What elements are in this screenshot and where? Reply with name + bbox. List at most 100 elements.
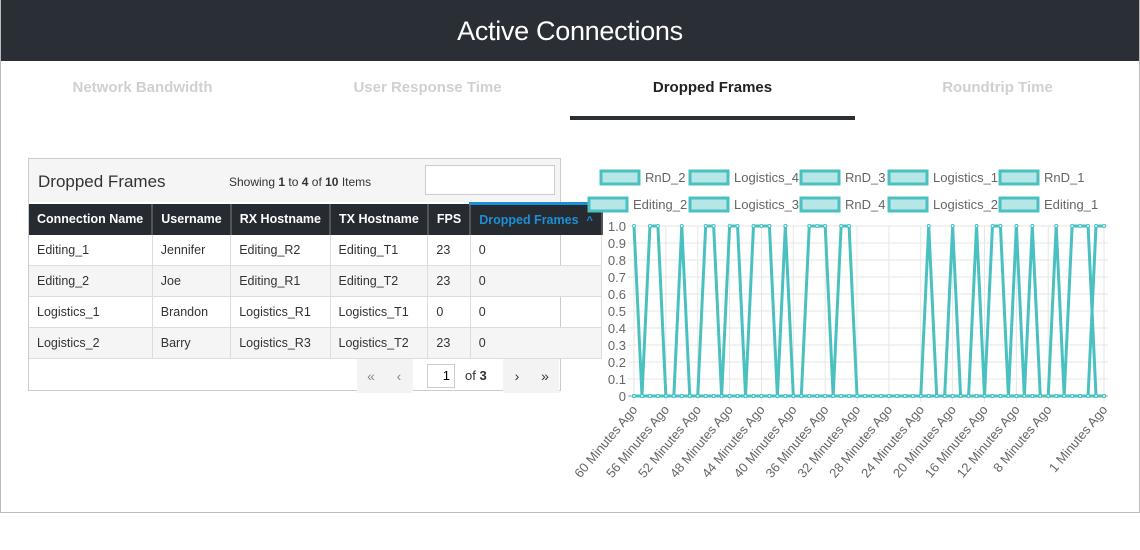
data-point — [910, 394, 915, 398]
data-point — [751, 394, 756, 398]
y-tick-label: 0.2 — [608, 355, 626, 370]
sort-ascending-icon: ^ — [586, 214, 593, 227]
legend-label: Editing_1 — [1044, 197, 1098, 212]
y-tick-label: 0.9 — [608, 236, 626, 251]
data-point — [1070, 224, 1075, 228]
data-point — [663, 394, 668, 398]
data-point — [878, 394, 883, 398]
data-point — [982, 394, 987, 398]
data-point — [942, 394, 947, 398]
prev-page-button[interactable]: ‹ — [385, 359, 413, 393]
data-point — [703, 394, 708, 398]
data-point — [743, 394, 748, 398]
legend-swatch — [799, 169, 841, 186]
data-point — [767, 224, 772, 228]
data-point — [958, 394, 963, 398]
tab-user-response-time[interactable]: User Response Time — [353, 79, 502, 96]
legend-label: Logistics_2 — [933, 197, 998, 212]
tab-network-bandwidth[interactable]: Network Bandwidth — [72, 79, 213, 96]
tab-dropped-frames[interactable]: Dropped Frames — [570, 61, 855, 120]
table-cell: Logistics_1 — [29, 296, 153, 328]
data-point — [711, 394, 716, 398]
tab-roundtrip-time[interactable]: Roundtrip Time — [942, 79, 1053, 96]
column-header[interactable]: TX Hostname — [330, 203, 429, 235]
table-cell: 23 — [427, 234, 471, 266]
data-point — [974, 224, 979, 228]
table-cell: Jennifer — [152, 234, 232, 266]
panel-title: Dropped Frames — [38, 172, 166, 191]
table-row[interactable]: Logistics_1 Brandon Logistics_R1 Logistics_… — [29, 296, 603, 328]
column-header[interactable]: Dropped Frames ^ — [470, 202, 603, 235]
table-cell: 0 — [470, 296, 603, 328]
data-point — [1054, 394, 1059, 398]
data-point — [823, 224, 828, 228]
data-point — [791, 394, 796, 398]
column-header[interactable]: Username — [152, 203, 232, 235]
table-row[interactable]: Logistics_2 Barry Logistics_R3 Logistics_T2… — [29, 327, 603, 359]
data-point — [1094, 394, 1099, 398]
table-cell: Joe — [152, 265, 232, 297]
legend-label: Logistics_1 — [933, 170, 998, 185]
page-title: Active Connections — [1, 0, 1139, 61]
y-tick-label: 0.4 — [608, 321, 626, 336]
table-cell: Logistics_R3 — [230, 327, 331, 359]
column-header-label: TX Hostname — [339, 212, 419, 226]
next-page-button[interactable]: › — [503, 359, 531, 393]
data-point — [1054, 224, 1059, 228]
data-point — [990, 224, 995, 228]
last-page-button[interactable]: » — [531, 359, 559, 393]
table-cell: 0 — [427, 296, 471, 328]
data-point — [886, 394, 891, 398]
column-header-label: Connection Name — [37, 212, 144, 226]
table-row[interactable]: Editing_1 Jennifer Editing_R2 Editing_T1 23 0 — [29, 234, 603, 266]
y-tick-label: 0.3 — [608, 338, 626, 353]
dropped-frames-chart: RnD_2 Logistics_4 RnD_3 Logistics_1 RnD_1 Edi… — [575, 169, 1110, 481]
data-point — [799, 394, 804, 398]
data-point — [998, 224, 1003, 228]
page-number-input[interactable]: 1 — [427, 364, 455, 388]
table-cell: Logistics_R1 — [230, 296, 331, 328]
column-header[interactable]: RX Hostname — [230, 203, 332, 235]
column-header[interactable]: Connection Name — [29, 203, 154, 235]
data-point — [783, 224, 788, 228]
table-cell: 23 — [427, 265, 471, 297]
data-point — [1006, 394, 1011, 398]
data-point — [934, 394, 939, 398]
table-search-input[interactable] — [425, 165, 555, 195]
legend-swatch — [887, 169, 929, 186]
first-page-button[interactable]: « — [357, 359, 385, 393]
connections-table: Connection Name Username RX Hostname TX Hos… — [29, 202, 603, 359]
table-cell: Editing_R1 — [230, 265, 331, 297]
data-point — [1102, 224, 1106, 228]
data-point — [759, 394, 764, 398]
data-point — [727, 394, 732, 398]
table-cell: Logistics_T1 — [330, 296, 429, 328]
data-point — [655, 394, 660, 398]
data-point — [647, 224, 652, 228]
data-point — [950, 394, 955, 398]
data-point — [719, 394, 724, 398]
data-point — [1086, 394, 1091, 398]
table-cell: Editing_T2 — [330, 265, 429, 297]
table-row[interactable]: Editing_2 Joe Editing_R1 Editing_T2 23 0 — [29, 265, 603, 297]
data-point — [807, 394, 812, 398]
data-point — [990, 394, 995, 398]
data-point — [655, 224, 660, 228]
data-point — [966, 394, 971, 398]
legend-swatch — [599, 169, 641, 186]
data-point — [839, 224, 844, 228]
data-point — [1014, 394, 1019, 398]
data-point — [695, 394, 700, 398]
data-point — [847, 224, 852, 228]
data-point — [894, 394, 899, 398]
column-header-label: RX Hostname — [239, 212, 321, 226]
data-point — [1078, 224, 1083, 228]
table-cell: Editing_2 — [29, 265, 153, 297]
table-cell: Barry — [152, 327, 232, 359]
column-header[interactable]: FPS — [427, 203, 472, 235]
data-point — [711, 224, 716, 228]
data-point — [671, 394, 676, 398]
data-point — [632, 224, 636, 228]
legend-swatch — [587, 196, 629, 213]
table-cell: 0 — [470, 234, 603, 266]
